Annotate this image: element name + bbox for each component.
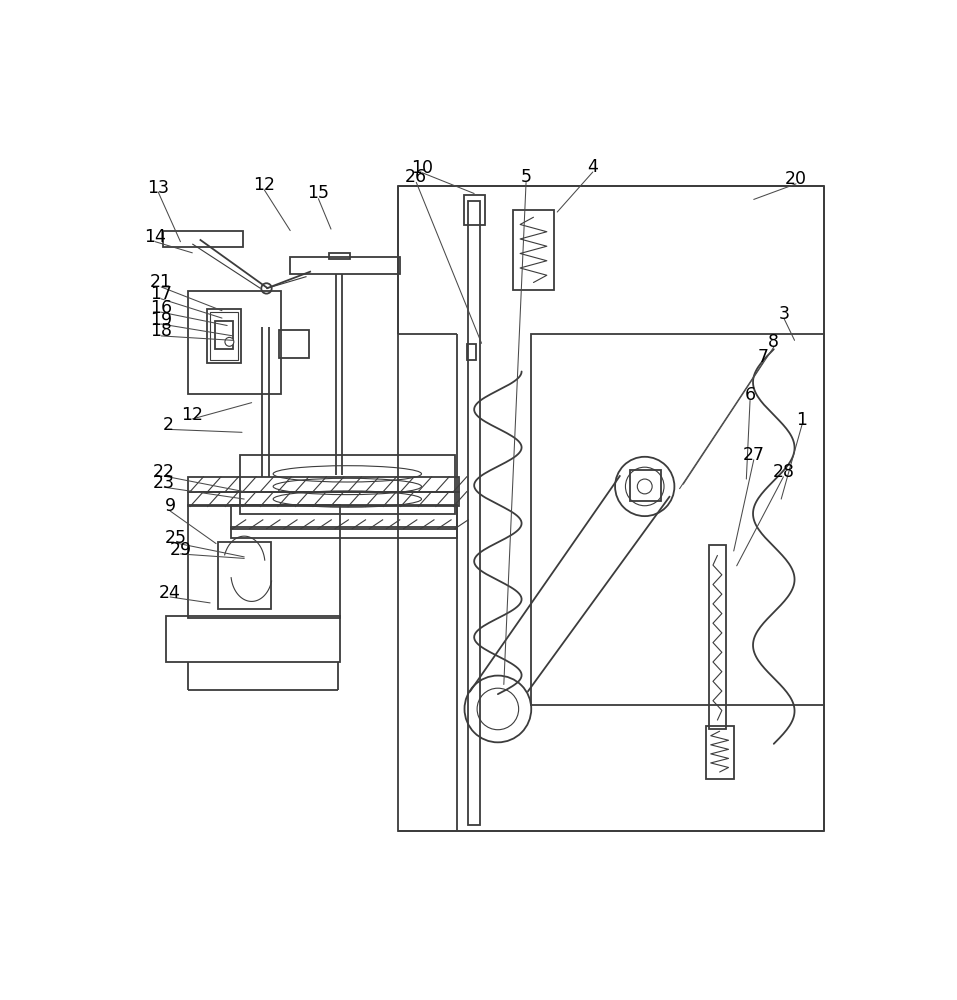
Bar xyxy=(329,253,349,259)
Bar xyxy=(290,257,400,274)
Text: 14: 14 xyxy=(145,228,167,246)
Bar xyxy=(188,492,458,506)
Bar xyxy=(467,344,476,360)
Text: 12: 12 xyxy=(254,176,276,194)
Text: 23: 23 xyxy=(153,474,175,492)
Bar xyxy=(279,330,309,358)
Bar xyxy=(468,201,480,825)
Text: 9: 9 xyxy=(165,497,176,515)
Text: 8: 8 xyxy=(768,333,779,351)
Text: 16: 16 xyxy=(150,299,172,317)
Text: 6: 6 xyxy=(745,386,756,404)
Bar xyxy=(630,470,661,501)
Bar xyxy=(188,291,280,394)
Text: 2: 2 xyxy=(163,416,173,434)
Bar xyxy=(398,186,824,831)
Text: 28: 28 xyxy=(772,463,794,481)
Text: 22: 22 xyxy=(153,463,175,481)
Text: 4: 4 xyxy=(588,158,598,176)
Text: 17: 17 xyxy=(150,285,172,303)
Bar xyxy=(188,505,340,618)
Bar xyxy=(188,477,458,492)
Bar xyxy=(166,616,340,662)
Bar xyxy=(464,195,484,225)
Text: 26: 26 xyxy=(405,168,428,186)
Bar xyxy=(705,726,734,779)
Circle shape xyxy=(225,337,234,346)
Circle shape xyxy=(261,283,272,294)
Bar xyxy=(163,231,243,247)
Text: 10: 10 xyxy=(412,159,434,177)
Text: 5: 5 xyxy=(521,168,531,186)
Text: 18: 18 xyxy=(150,322,172,340)
Bar xyxy=(531,334,824,705)
Bar xyxy=(214,321,234,349)
Bar xyxy=(240,455,455,514)
Bar xyxy=(217,542,271,609)
Text: 19: 19 xyxy=(150,311,172,329)
Text: 24: 24 xyxy=(159,584,181,602)
Text: 1: 1 xyxy=(796,411,808,429)
Bar xyxy=(207,309,240,363)
Text: 29: 29 xyxy=(169,541,191,559)
Bar xyxy=(709,545,725,729)
Bar xyxy=(231,527,457,538)
Text: 13: 13 xyxy=(147,179,169,197)
Text: 21: 21 xyxy=(150,273,172,291)
Text: 25: 25 xyxy=(165,529,187,547)
Bar xyxy=(513,210,553,290)
Text: 3: 3 xyxy=(779,305,790,323)
Text: 7: 7 xyxy=(758,348,768,366)
Text: 20: 20 xyxy=(785,170,807,188)
Text: 27: 27 xyxy=(743,446,765,464)
Bar xyxy=(211,312,238,360)
Bar xyxy=(231,505,457,529)
Text: 15: 15 xyxy=(307,184,329,202)
Text: 12: 12 xyxy=(181,406,203,424)
